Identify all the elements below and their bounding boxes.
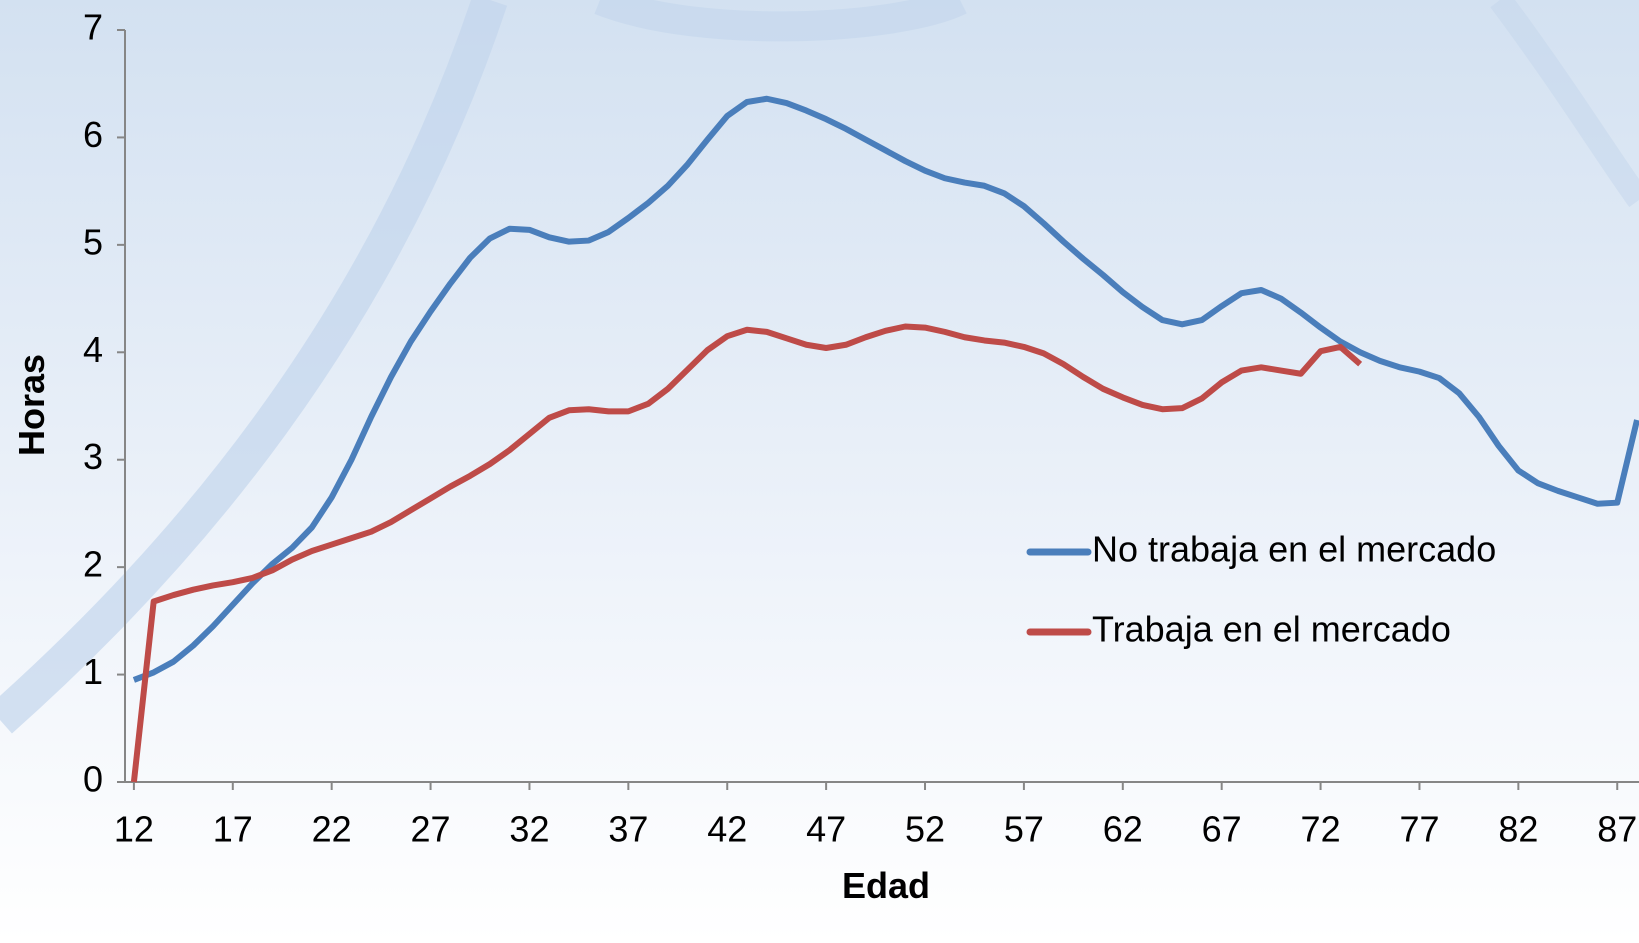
y-tick-label: 5: [83, 221, 103, 262]
decor-arc: [0, 0, 508, 734]
y-tick-label: 0: [83, 759, 103, 800]
x-tick-label: 47: [806, 809, 846, 850]
x-tick-label: 42: [707, 809, 747, 850]
x-tick-label: 77: [1399, 809, 1439, 850]
decor-arc: [1490, 0, 1639, 208]
x-tick-label: 37: [608, 809, 648, 850]
y-tick-label: 2: [83, 544, 103, 585]
x-tick-label: 17: [213, 809, 253, 850]
x-tick-label: 22: [312, 809, 352, 850]
y-axis-title: Horas: [11, 354, 52, 456]
x-tick-label: 52: [905, 809, 945, 850]
legend-label: No trabaja en el mercado: [1092, 529, 1496, 570]
x-tick-label: 12: [114, 809, 154, 850]
y-tick-label: 6: [83, 114, 103, 155]
x-tick-label: 62: [1103, 809, 1143, 850]
y-tick-label: 3: [83, 436, 103, 477]
x-tick-label: 82: [1498, 809, 1538, 850]
legend-label: Trabaja en el mercado: [1092, 609, 1451, 650]
data-line: [130, 323, 1363, 783]
decor-arc: [594, 0, 967, 42]
x-tick-label: 72: [1301, 809, 1341, 850]
y-tick-label: 4: [83, 329, 103, 370]
y-tick-label: 1: [83, 651, 103, 692]
x-tick-label: 57: [1004, 809, 1044, 850]
x-axis-title: Edad: [842, 865, 930, 906]
x-tick-label: 67: [1202, 809, 1242, 850]
data-line: [132, 95, 1639, 683]
y-tick-label: 7: [83, 7, 103, 48]
x-tick-label: 32: [509, 809, 549, 850]
x-tick-label: 87: [1597, 809, 1637, 850]
x-tick-label: 27: [411, 809, 451, 850]
